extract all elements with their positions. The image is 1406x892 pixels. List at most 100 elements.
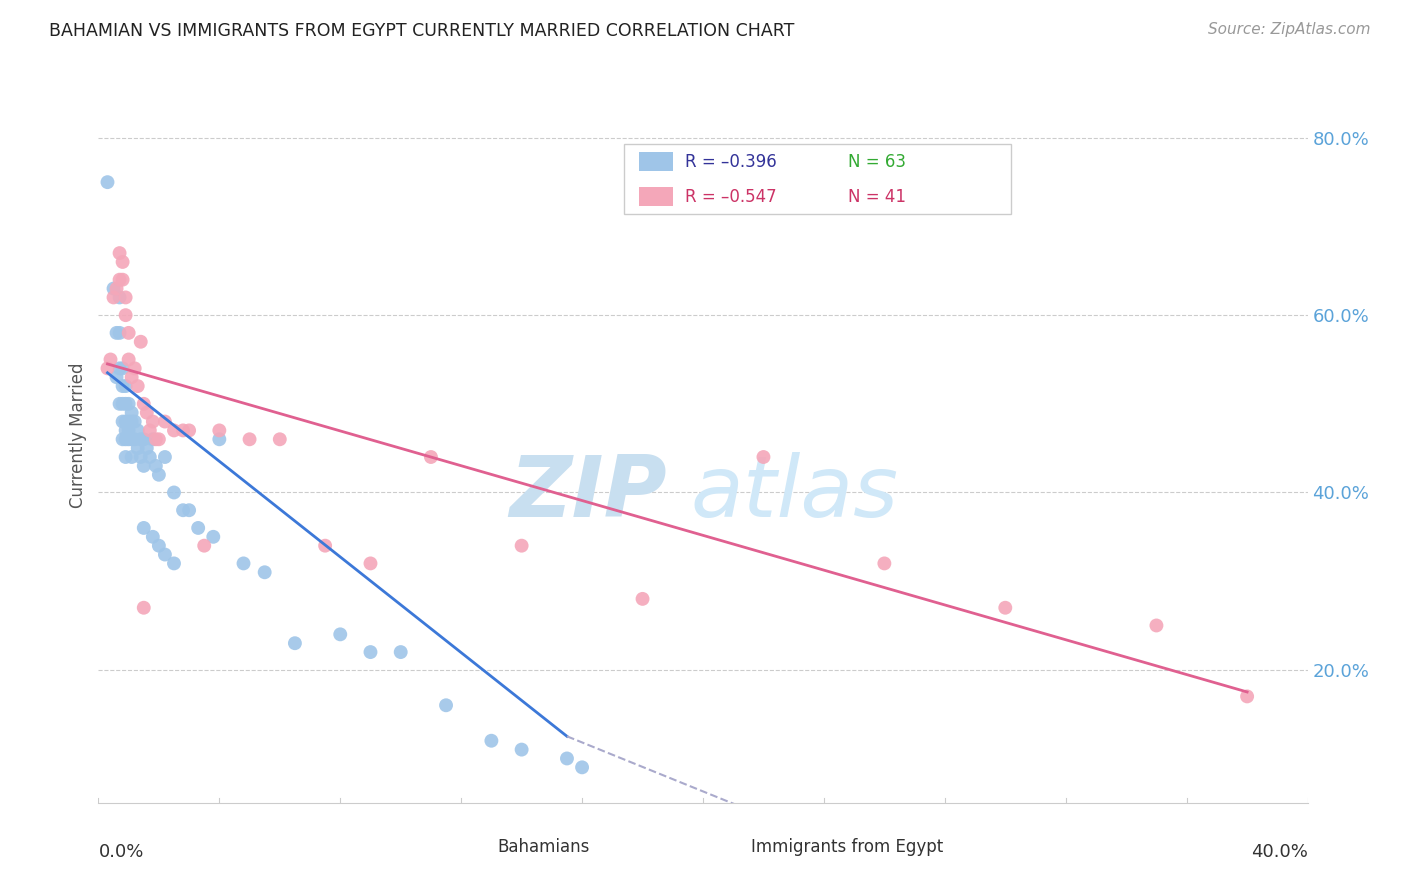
Point — [434, 698, 457, 713]
Point — [193, 539, 215, 553]
Text: Source: ZipAtlas.com: Source: ZipAtlas.com — [1208, 22, 1371, 37]
Point — [118, 424, 141, 438]
Point — [124, 361, 146, 376]
Text: ZIP: ZIP — [509, 452, 666, 535]
Point — [142, 415, 165, 429]
Text: N = 63: N = 63 — [848, 153, 905, 170]
Point — [118, 352, 141, 367]
Point — [111, 273, 134, 287]
Point — [139, 450, 162, 464]
Point — [108, 290, 131, 304]
Point — [114, 424, 136, 438]
Text: BAHAMIAN VS IMMIGRANTS FROM EGYPT CURRENTLY MARRIED CORRELATION CHART: BAHAMIAN VS IMMIGRANTS FROM EGYPT CURREN… — [49, 22, 794, 40]
Point — [142, 530, 165, 544]
Point — [129, 432, 152, 446]
Point — [111, 432, 134, 446]
Point — [329, 627, 352, 641]
Point — [179, 503, 201, 517]
Point — [1144, 618, 1167, 632]
Point — [752, 450, 775, 464]
Point — [994, 600, 1017, 615]
Point — [129, 450, 152, 464]
Point — [139, 424, 162, 438]
Text: Immigrants from Egypt: Immigrants from Egypt — [751, 838, 943, 856]
Point — [105, 370, 128, 384]
Point — [108, 246, 131, 260]
Point — [111, 397, 134, 411]
Point — [96, 361, 118, 376]
FancyBboxPatch shape — [716, 836, 742, 858]
Point — [132, 458, 155, 473]
Point — [121, 450, 143, 464]
Point — [114, 290, 136, 304]
Point — [571, 760, 593, 774]
Point — [124, 432, 146, 446]
Point — [145, 432, 167, 446]
Point — [360, 557, 382, 571]
Point — [118, 397, 141, 411]
Point — [121, 406, 143, 420]
Point — [153, 415, 176, 429]
Point — [127, 379, 149, 393]
Point — [148, 467, 170, 482]
FancyBboxPatch shape — [624, 145, 1011, 214]
Point — [121, 415, 143, 429]
Point — [179, 424, 201, 438]
Point — [148, 432, 170, 446]
Point — [510, 539, 533, 553]
Point — [148, 539, 170, 553]
Text: R = –0.396: R = –0.396 — [685, 153, 776, 170]
Point — [510, 742, 533, 756]
FancyBboxPatch shape — [638, 152, 673, 171]
Point — [121, 432, 143, 446]
Point — [232, 557, 254, 571]
Point — [163, 424, 186, 438]
Y-axis label: Currently Married: Currently Married — [69, 362, 87, 508]
Point — [269, 432, 291, 446]
Point — [135, 406, 157, 420]
Point — [127, 424, 149, 438]
Point — [124, 415, 146, 429]
Point — [481, 733, 503, 747]
Text: atlas: atlas — [690, 452, 898, 535]
Point — [253, 566, 276, 580]
Point — [873, 557, 896, 571]
Point — [132, 432, 155, 446]
Point — [108, 361, 131, 376]
Point — [108, 326, 131, 340]
Point — [111, 379, 134, 393]
Point — [420, 450, 443, 464]
Point — [108, 397, 131, 411]
Point — [1236, 690, 1258, 704]
Point — [105, 281, 128, 295]
Point — [187, 521, 209, 535]
Point — [135, 441, 157, 455]
Point — [153, 548, 176, 562]
Point — [202, 530, 225, 544]
Text: R = –0.547: R = –0.547 — [685, 187, 776, 205]
Point — [172, 424, 194, 438]
Point — [163, 485, 186, 500]
Point — [114, 308, 136, 322]
Point — [114, 397, 136, 411]
Point — [118, 415, 141, 429]
Text: Bahamians: Bahamians — [498, 838, 591, 856]
Point — [132, 397, 155, 411]
Point — [111, 415, 134, 429]
Point — [108, 273, 131, 287]
Point — [314, 539, 336, 553]
Point — [153, 450, 176, 464]
Point — [208, 424, 231, 438]
Point — [118, 326, 141, 340]
FancyBboxPatch shape — [461, 836, 488, 858]
Point — [103, 290, 125, 304]
Point — [118, 432, 141, 446]
Point — [555, 751, 578, 765]
Point — [389, 645, 412, 659]
Point — [114, 450, 136, 464]
Point — [127, 441, 149, 455]
Point — [96, 175, 118, 189]
Point — [631, 591, 654, 606]
Point — [129, 334, 152, 349]
Point — [145, 458, 167, 473]
